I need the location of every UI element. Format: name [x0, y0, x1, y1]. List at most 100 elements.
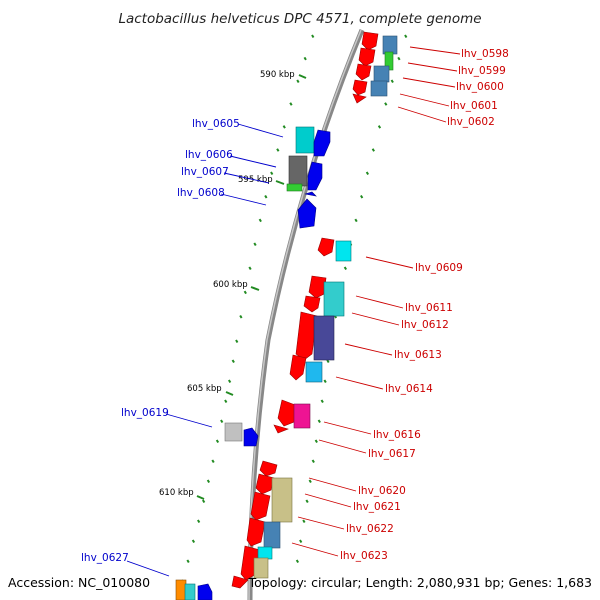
- gene-box-khaki-1[interactable]: [271, 477, 293, 523]
- outer-tick-11: [243, 290, 247, 295]
- gene-box-cyan-0605[interactable]: [295, 126, 315, 154]
- right-leaders-0616: [318, 421, 372, 454]
- gene-arrow-0613[interactable]: [295, 311, 318, 361]
- gene-label-lhv-0607[interactable]: lhv_0607: [181, 166, 229, 178]
- gene-arrow-0609[interactable]: [317, 237, 335, 257]
- outer-tick-8: [258, 218, 262, 223]
- outer-tick-3: [289, 102, 293, 106]
- gene-box-grey-0606[interactable]: [288, 155, 308, 187]
- leader-0609: [365, 256, 414, 269]
- inner-tick-15: [323, 379, 327, 384]
- gene-box-orange-0627[interactable]: [175, 579, 187, 600]
- gene-label-lhv-0617[interactable]: lhv_0617: [368, 448, 416, 460]
- gene-arrow-0608[interactable]: [297, 198, 317, 229]
- gene-label-lhv-0601[interactable]: lhv_0601: [450, 100, 498, 112]
- outer-tick-14: [231, 359, 235, 364]
- gene-arrow-0620b[interactable]: [255, 473, 275, 495]
- gene-label-lhv-0598[interactable]: lhv_0598: [461, 48, 509, 60]
- kbp-label-610: 610 kbp: [159, 488, 194, 498]
- gene-box-khaki-2[interactable]: [253, 557, 269, 579]
- gene-label-lhv-0623[interactable]: lhv_0623: [340, 550, 388, 562]
- gene-arrow-0614[interactable]: [289, 354, 307, 381]
- gene-label-lhv-0612[interactable]: lhv_0612: [401, 319, 449, 331]
- gene-cluster-0611: [289, 275, 345, 383]
- outer-tick-12: [239, 314, 243, 319]
- gene-label-lhv-0602[interactable]: lhv_0602: [447, 116, 495, 128]
- gene-arrow-0619[interactable]: [243, 427, 259, 447]
- gene-label-lhv-0599[interactable]: lhv_0599: [458, 65, 506, 77]
- gene-arrow-0611a[interactable]: [308, 275, 327, 299]
- gene-box-cyan-0611[interactable]: [323, 281, 345, 317]
- inner-tick-18: [314, 439, 318, 444]
- gene-arrow-0622[interactable]: [246, 517, 266, 547]
- gene-box-steelblue-3[interactable]: [370, 80, 388, 97]
- gene-label-lhv-0616[interactable]: lhv_0616: [373, 429, 421, 441]
- outer-tick-10: [248, 266, 252, 270]
- gene-arrow-0627a[interactable]: [197, 583, 213, 600]
- outer-tick-4: [282, 125, 286, 129]
- gene-box-green-0607[interactable]: [286, 183, 303, 192]
- gene-cluster-0609: [317, 237, 352, 262]
- outer-tick-19: [211, 459, 215, 464]
- gene-label-lhv-0608[interactable]: lhv_0608: [177, 187, 225, 199]
- gene-arrow-0600[interactable]: [355, 63, 372, 81]
- gene-label-lhv-0611[interactable]: lhv_0611: [405, 302, 453, 314]
- outer-tick-18: [215, 439, 220, 444]
- outer-tick-2: [296, 79, 300, 83]
- gene-box-cyan-0623[interactable]: [257, 546, 273, 560]
- gene-arrow-0598[interactable]: [361, 31, 379, 51]
- gene-arrow-0605[interactable]: [313, 129, 331, 157]
- gene-box-steelblue-1[interactable]: [382, 35, 398, 55]
- right-leaders-mid: [335, 295, 404, 390]
- gene-arrow-0620a[interactable]: [259, 460, 278, 477]
- outer-tick-13: [235, 339, 239, 344]
- gene-label-lhv-0600[interactable]: lhv_0600: [456, 81, 504, 93]
- outer-tick-24: [186, 559, 190, 564]
- gene-label-lhv-0605[interactable]: lhv_0605: [192, 118, 240, 130]
- gene-box-steelblue-0622[interactable]: [263, 521, 281, 549]
- inner-tick-0: [404, 34, 408, 39]
- gene-arrow-0621[interactable]: [250, 491, 271, 521]
- gene-arrow-0607[interactable]: [304, 191, 317, 197]
- gene-arrow-0606[interactable]: [307, 161, 323, 191]
- gene-box-magenta-0616[interactable]: [293, 403, 311, 429]
- gene-arrow-0624[interactable]: [231, 575, 249, 589]
- gene-arrow-0601[interactable]: [352, 79, 368, 96]
- kbp-tick-590: [298, 74, 307, 79]
- inner-tick-3: [384, 102, 388, 106]
- right-leaders-bottom: [291, 477, 357, 557]
- gene-box-cyan-0609[interactable]: [335, 240, 352, 262]
- kbp-tick-610: [196, 495, 205, 500]
- inner-tick-20: [308, 479, 312, 484]
- gene-label-lhv-0613[interactable]: lhv_0613: [394, 349, 442, 361]
- gene-cluster-0620: [175, 460, 293, 600]
- gene-label-lhv-0621[interactable]: lhv_0621: [353, 501, 401, 513]
- gene-label-lhv-0619[interactable]: lhv_0619: [121, 407, 169, 419]
- inner-tick-21: [305, 499, 309, 504]
- inner-tick-16: [320, 399, 324, 404]
- gene-arrow-0617[interactable]: [273, 424, 289, 434]
- gene-label-lhv-0606[interactable]: lhv_0606: [185, 149, 233, 161]
- inner-tick-2: [390, 79, 394, 83]
- gene-label-lhv-0620[interactable]: lhv_0620: [358, 485, 406, 497]
- gene-cluster-0598: [352, 31, 398, 104]
- outer-tick-23: [191, 539, 196, 544]
- gene-arrow-0599[interactable]: [358, 47, 376, 67]
- gene-box-purple-0613[interactable]: [313, 315, 335, 361]
- kbp-label-590: 590 kbp: [260, 70, 295, 80]
- outer-tick-21: [202, 499, 206, 504]
- gene-box-cyan-0614[interactable]: [305, 361, 323, 383]
- inner-tick-14: [326, 359, 330, 364]
- gene-box-steelblue-2[interactable]: [373, 65, 390, 83]
- gene-box-grey-0619[interactable]: [224, 422, 243, 442]
- gene-arrow-0611b[interactable]: [303, 295, 321, 313]
- gene-box-cyan-0627[interactable]: [184, 583, 196, 600]
- kbp-tick-600: [250, 286, 260, 291]
- gene-label-lhv-0622[interactable]: lhv_0622: [346, 523, 394, 535]
- gene-label-lhv-0609[interactable]: lhv_0609: [415, 262, 463, 274]
- gene-arrow-0602[interactable]: [352, 93, 367, 104]
- gene-label-lhv-0614[interactable]: lhv_0614: [385, 383, 433, 395]
- outer-tick-series: [180, 34, 315, 584]
- gene-label-lhv-0627[interactable]: lhv_0627: [81, 552, 129, 564]
